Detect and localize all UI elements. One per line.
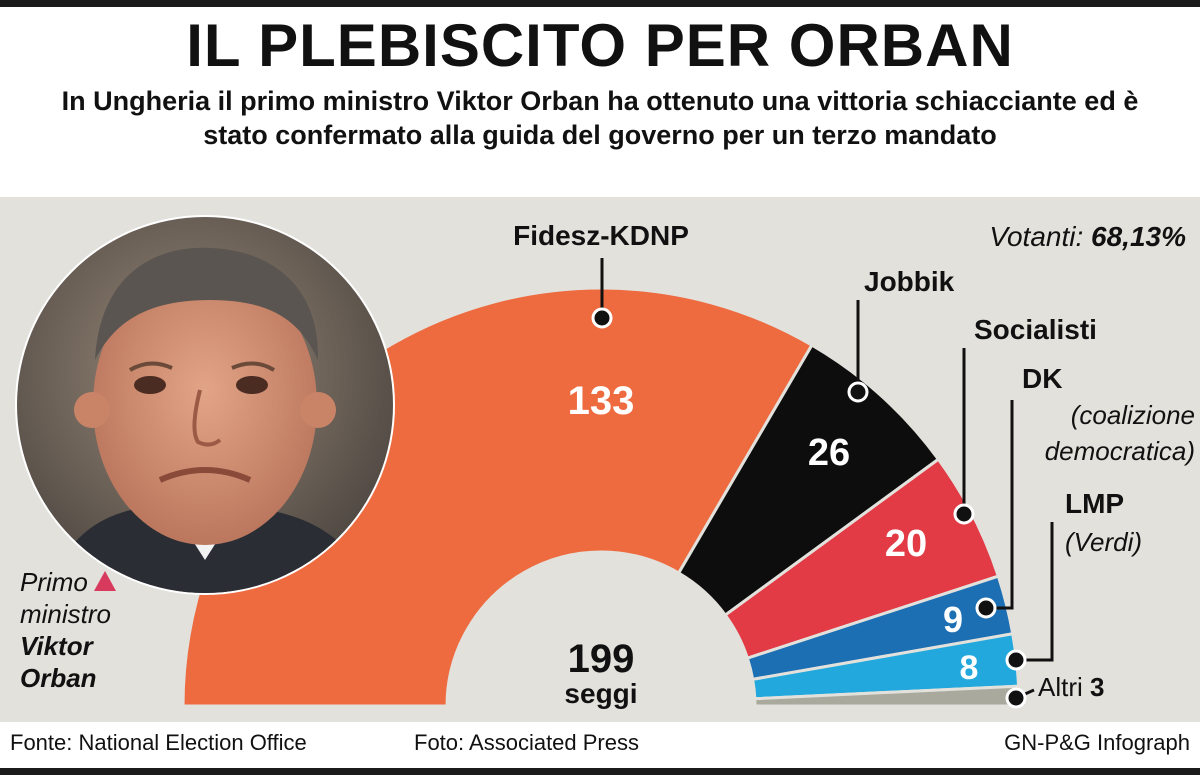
party-label-altri: Altri 3 bbox=[1038, 672, 1104, 702]
source-note: Fonte: National Election Office bbox=[10, 730, 307, 755]
party-sublabel-dk-line1: (coalizione bbox=[1071, 400, 1195, 430]
leader-line-lmp bbox=[1016, 522, 1054, 662]
turnout: Votanti: 68,13% bbox=[989, 221, 1186, 252]
leader-dot-socialisti bbox=[953, 503, 975, 525]
portrait-photo bbox=[15, 215, 395, 595]
pointer-triangle-icon bbox=[93, 571, 116, 591]
altri-value: 3 bbox=[1090, 672, 1104, 702]
total-seats-label: seggi bbox=[564, 678, 637, 709]
turnout-value: 68,13% bbox=[1091, 221, 1186, 252]
leader-dot-lmp bbox=[1005, 649, 1027, 671]
footer-band bbox=[0, 724, 1200, 775]
total-seats-value: 199 bbox=[568, 637, 635, 681]
party-label-dk: DK bbox=[1022, 363, 1062, 394]
leader-dot-jobbik bbox=[847, 381, 869, 403]
label-dots bbox=[591, 307, 1027, 709]
caption-line-3: Viktor bbox=[20, 631, 93, 661]
party-sublabel-lmp: (Verdi) bbox=[1065, 527, 1142, 557]
value-label-dk: 9 bbox=[943, 599, 963, 640]
leader-dot-altri bbox=[1005, 687, 1027, 709]
caption-line-2: ministro bbox=[20, 599, 112, 629]
party-label-jobbik: Jobbik bbox=[864, 266, 955, 297]
value-label-socialisti: 20 bbox=[885, 523, 927, 565]
page-title: IL PLEBISCITO PER ORBAN bbox=[186, 12, 1014, 79]
caption-line-4: Orban bbox=[20, 663, 97, 693]
subtitle: In Ungheria il primo ministro Viktor Orb… bbox=[61, 86, 1139, 150]
party-sublabel-dk-line2: democratica) bbox=[1045, 436, 1195, 466]
value-label-lmp: 8 bbox=[960, 649, 979, 687]
value-label-fidesz: 133 bbox=[568, 379, 635, 423]
party-label-socialisti: Socialisti bbox=[974, 314, 1097, 345]
caption-line-1: Primo bbox=[20, 567, 88, 597]
party-label-lmp: LMP bbox=[1065, 488, 1124, 519]
leader-dot-dk bbox=[975, 597, 997, 619]
bottom-rule bbox=[0, 768, 1200, 775]
top-rule bbox=[0, 0, 1200, 7]
leader-dot-fidesz bbox=[591, 307, 613, 329]
altri-name: Altri bbox=[1038, 672, 1083, 702]
photo-caption: Primo ministro Viktor Orban bbox=[20, 566, 116, 694]
graphic-credit: GN-P&G Infograph bbox=[1004, 730, 1190, 755]
photo-credit: Foto: Associated Press bbox=[414, 730, 639, 755]
turnout-label: Votanti: bbox=[989, 221, 1083, 252]
value-label-jobbik: 26 bbox=[808, 432, 850, 474]
party-label-fidesz: Fidesz-KDNP bbox=[513, 220, 689, 251]
